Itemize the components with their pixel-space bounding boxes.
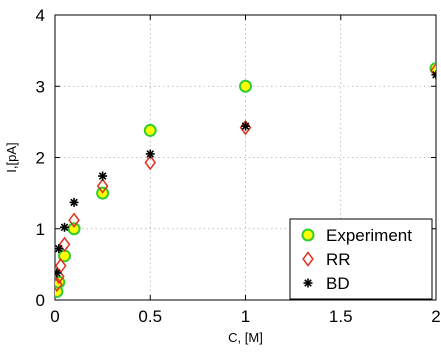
data-point-bd [98,171,108,181]
data-point-rr [96,178,109,194]
legend-marker-experiment [301,228,315,242]
asterisk-stroke [98,172,107,180]
asterisk-stroke [55,244,63,253]
legend-label-rr: RR [326,250,351,269]
data-point-bd [69,197,79,207]
x-axis-label: C, [M] [228,330,263,345]
y-axis-label: I,[pA] [4,142,19,172]
asterisk-stroke [304,279,312,287]
data-point-bd [241,121,250,131]
data-point-experiment [239,79,252,93]
data-point-experiment [67,222,81,236]
data-point-rr [430,62,436,79]
legend-entry-bd: BD [303,274,350,293]
data-point-bd [55,244,64,254]
series-experiment [55,61,436,298]
data-point-bd [431,70,436,80]
x-tick-label: 1 [241,307,250,326]
legend-entry-experiment: Experiment [301,226,412,245]
x-tick-label: 0.5 [138,307,162,326]
legend-label-bd: BD [326,274,350,293]
asterisk-stroke [432,71,436,76]
asterisk-stroke [70,198,78,207]
data-point-rr [58,236,71,253]
y-tick-label: 2 [36,149,45,168]
asterisk-stroke [55,269,61,276]
asterisk-stroke [241,122,250,130]
x-tick-label: 0 [50,307,59,326]
data-point-experiment [143,123,157,137]
data-point-bd [55,268,62,278]
data-point-rr [144,154,157,171]
asterisk-stroke [146,150,155,158]
asterisk-stroke [60,223,69,232]
legend: Experiment RR BD [289,218,433,300]
y-tick-label: 1 [36,220,45,239]
y-tick-label: 4 [36,6,45,25]
legend-marker-bd [303,278,313,288]
x-tick-label: 1.5 [329,307,353,326]
data-points [55,61,436,298]
series-bd [55,70,436,278]
legend-entry-rr: RR [302,250,351,269]
x-tick-label: 2 [431,307,440,326]
legend-label-experiment: Experiment [326,226,412,245]
data-point-bd [145,149,155,159]
legend-marker-rr [302,251,314,267]
y-tick-label: 3 [36,77,45,96]
data-point-rr [68,212,80,228]
axis-ticks: 0 0.5 1 1.5 2 0 1 2 3 4 [36,6,441,326]
data-point-bd [60,222,70,232]
y-tick-label: 0 [36,291,45,310]
asterisk-stroke [432,73,436,79]
